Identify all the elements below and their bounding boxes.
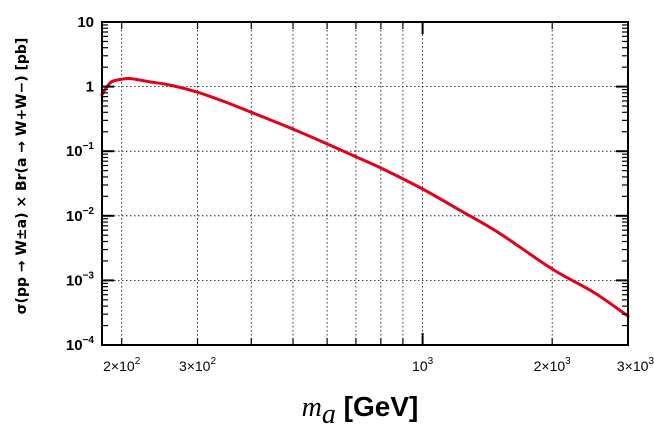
plot-frame bbox=[101, 21, 629, 346]
x-tick-label: 2×102 bbox=[103, 356, 141, 374]
y-axis-label: σ(pp → W±a) × Br(a → W+W−) [pb] bbox=[14, 38, 30, 315]
x-tick-label: 3×102 bbox=[179, 356, 217, 374]
grid bbox=[102, 22, 628, 345]
series-layer bbox=[100, 76, 630, 318]
x-tick-label: 103 bbox=[412, 356, 434, 374]
tick-labels: 10 1 10−1 10−2 10−3 10−4 2×102 3×102 103 2×103 3×1… bbox=[66, 14, 654, 374]
y-tick-label: 10 bbox=[77, 14, 94, 31]
y-tick-label: 10−2 bbox=[66, 206, 95, 225]
y-tick-label: 10−3 bbox=[66, 270, 95, 289]
y-tick-label: 1 bbox=[86, 79, 94, 96]
series-line bbox=[100, 76, 630, 318]
x-tick-label: 2×103 bbox=[534, 356, 572, 374]
x-axis-label: ma [GeV] bbox=[302, 391, 419, 430]
axis-ticks bbox=[102, 21, 628, 346]
y-tick-label: 10−1 bbox=[66, 141, 95, 160]
x-tick-label: 3×103 bbox=[617, 356, 654, 374]
y-tick-label: 10−4 bbox=[66, 335, 95, 354]
plot-border bbox=[101, 21, 629, 346]
